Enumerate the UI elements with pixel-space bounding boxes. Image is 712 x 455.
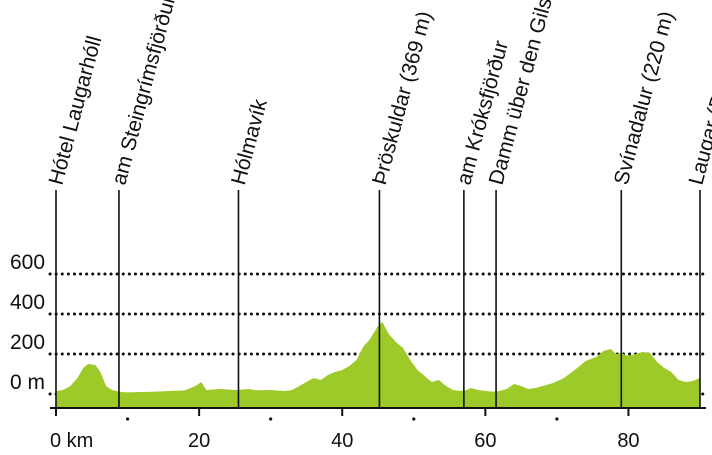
waypoint-label-3: Þröskuldar (369 m): [368, 9, 436, 187]
x-tick-label-40: 40: [331, 430, 353, 452]
x-minor-tick-70: [555, 417, 559, 421]
waypoint-6: Svínadalur (220 m): [610, 9, 678, 408]
waypoint-2: Hólmavík: [227, 96, 272, 408]
y-tick-label-600: 600: [10, 251, 45, 274]
waypoint-0: Hótel Laugarhóll: [45, 34, 107, 408]
x-tick-label-80: 80: [617, 430, 639, 452]
y-tick-labels: 0 m 200 400 600: [10, 251, 45, 394]
waypoint-label-2: Hólmavík: [227, 96, 272, 187]
x-tick-label-60: 60: [474, 430, 496, 452]
x-minor-tick-10: [125, 417, 130, 421]
waypoint-label-1: am Steingrímsfjörður (Fjord): [108, 0, 198, 187]
waypoint-label-7: Laugar (Dalahótel): [685, 13, 712, 187]
elevation-profile-area: [56, 322, 700, 408]
waypoint-1: am Steingrímsfjörður (Fjord): [108, 0, 198, 408]
x-tick-labels: 0 km 20 40 60 80: [50, 408, 640, 452]
profile-area-layer: [56, 322, 700, 408]
waypoint-label-0: Hótel Laugarhóll: [45, 34, 107, 188]
x-minor-tick-30: [269, 417, 273, 421]
x-minor-tick-50: [412, 417, 416, 421]
x-tick-label-0: 0 km: [50, 430, 93, 452]
waypoint-7: Laugar (Dalahótel): [685, 13, 712, 408]
y-tick-label-200: 200: [10, 331, 45, 354]
x-tick-label-20: 20: [188, 430, 210, 452]
waypoint-label-6: Svínadalur (220 m): [610, 9, 678, 187]
x-axis: [50, 407, 706, 421]
y-tick-label-400: 400: [10, 291, 45, 314]
waypoint-4: am Króksfjörður: [452, 38, 513, 408]
y-tick-label-0: 0 m: [10, 371, 45, 394]
